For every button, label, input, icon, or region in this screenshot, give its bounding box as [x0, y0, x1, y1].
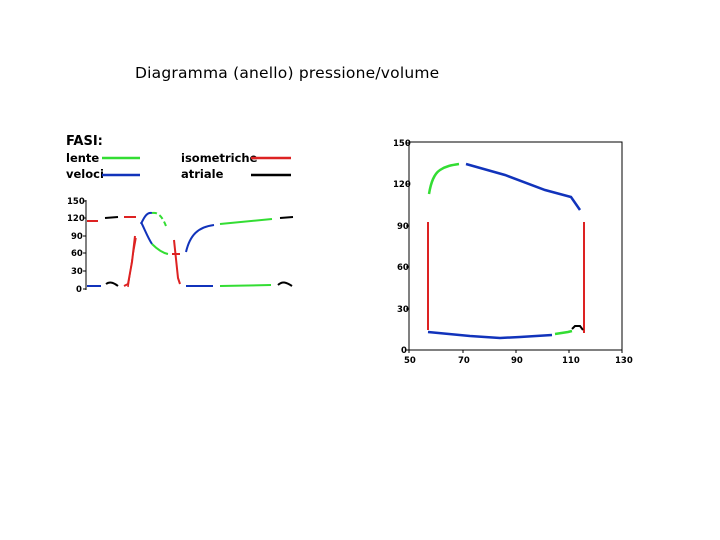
left-trace-blue-rise [185, 224, 215, 253]
right-y-tick-label: 120 [393, 180, 411, 190]
left-trace-black-base [105, 281, 119, 287]
left-trace-red-drop [173, 239, 181, 285]
right-y-tick-label: 60 [397, 263, 409, 273]
right-y-tick-label: 0 [401, 346, 407, 356]
left-tick-label: 0 [76, 285, 82, 295]
legend-label-veloci: veloci [66, 167, 104, 181]
left-trace-green-fall [151, 243, 169, 255]
loop-atrial-kick [571, 325, 584, 331]
left-tick-label: 90 [71, 232, 83, 242]
loop-fast-ejection [465, 162, 582, 211]
legend-label-atriale: atriale [181, 167, 224, 181]
left-trace-red-rise-2 [127, 237, 137, 288]
left-trace-green-plateau [219, 218, 273, 225]
left-trace-green-base [219, 284, 272, 287]
legend-label-lente: lente [66, 151, 100, 165]
left-trace-blue-peak [140, 211, 153, 225]
loop-slow-ejection-start [427, 162, 460, 195]
left-tick-label: 150 [67, 197, 85, 207]
right-chart: 150 120 90 60 30 0 50 70 90 110 130 [393, 139, 633, 366]
loop-slow-filling [554, 329, 573, 336]
left-tick-label: 120 [67, 214, 85, 224]
right-y-tick-label: 150 [393, 139, 411, 149]
right-y-tick-label: 30 [397, 305, 409, 315]
right-x-tick-label: 50 [404, 356, 416, 366]
page-title: Diagramma (anello) pressione/volume [135, 64, 440, 82]
right-x-tick-label: 90 [511, 356, 523, 366]
left-trace-green-peak [151, 211, 167, 227]
left-tick-label: 60 [71, 249, 83, 259]
left-y-ticks [83, 200, 86, 290]
legend-label-isometriche: isometriche [181, 151, 258, 165]
right-y-ticks [406, 142, 409, 351]
left-chart: 150 120 90 60 30 0 [67, 197, 294, 295]
legend-heading: FASI: [66, 134, 103, 149]
right-x-tick-label: 70 [458, 356, 470, 366]
right-plot-frame [408, 141, 623, 351]
left-trace-black-end [279, 216, 294, 219]
left-trace-blue-fall [140, 221, 153, 245]
right-y-tick-label: 90 [397, 222, 409, 232]
left-trace-black-start [104, 216, 119, 219]
right-x-tick-label: 110 [562, 356, 580, 366]
right-x-ticks [408, 350, 623, 353]
left-trace-black-base-end [277, 281, 293, 287]
loop-fast-filling [427, 330, 553, 340]
left-tick-label: 30 [71, 267, 83, 277]
right-x-tick-label: 130 [615, 356, 633, 366]
